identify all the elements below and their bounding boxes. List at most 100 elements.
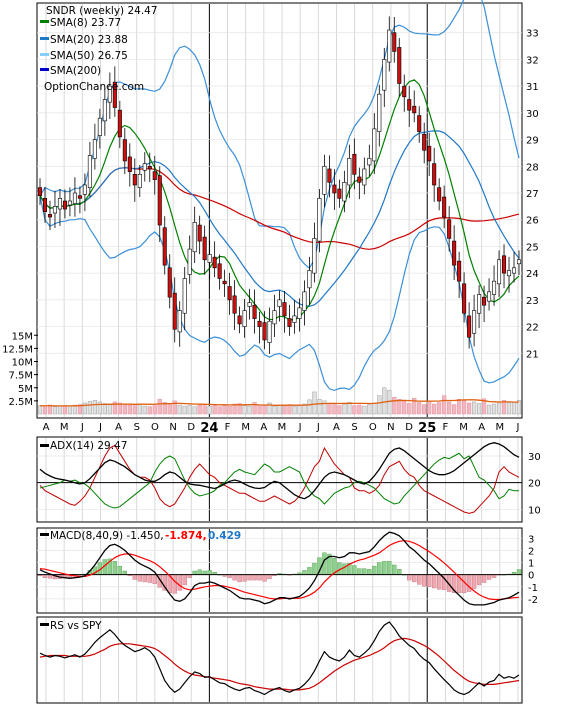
bollinger-lower-line: [39, 195, 520, 392]
volume-bar: [372, 402, 377, 415]
candle-body: [502, 255, 507, 274]
macd-histogram-bar: [232, 574, 237, 581]
macd-histogram-bar: [262, 574, 267, 582]
price-tick-label: 25: [526, 242, 539, 253]
candle-body: [267, 320, 272, 343]
time-axis-label: O: [151, 422, 159, 433]
macd-histogram-bar: [357, 568, 362, 575]
candle-body: [222, 280, 227, 285]
candle-body: [482, 296, 487, 306]
macd-histogram-bar: [412, 574, 417, 583]
volume-bar: [122, 404, 127, 415]
price-tick-label: 21: [526, 349, 539, 360]
volume-bar: [427, 401, 432, 415]
macd-histogram-bar: [486, 574, 492, 580]
volume-bar: [117, 402, 122, 415]
volume-bar: [447, 401, 452, 415]
sma20-line: [39, 130, 520, 307]
macd-histogram-bar: [432, 574, 437, 589]
candle-body: [37, 187, 43, 196]
macd-histogram-bar: [387, 561, 392, 575]
adx-vertical-grid: [45, 438, 519, 521]
macd-line: [39, 531, 520, 606]
volume-tick-label: 7.5M: [8, 371, 33, 382]
volume-bar: [37, 405, 43, 415]
legend-swatch-sma8: [40, 20, 49, 23]
macd-histogram-bar: [312, 562, 317, 575]
volume-bar: [322, 400, 327, 415]
volume-bar: [102, 403, 107, 415]
candle-body: [52, 206, 57, 214]
plus-di-line: [39, 444, 520, 514]
volume-bar: [457, 399, 462, 415]
volume-bar: [272, 405, 277, 415]
candle-body: [487, 291, 492, 302]
volume-bar: [417, 402, 422, 415]
candle-body: [217, 263, 222, 279]
volume-bar: [92, 400, 97, 415]
watermark: OptionChance.com: [44, 81, 144, 93]
macd-histogram-bar: [122, 570, 127, 575]
volume-bar: [397, 399, 402, 415]
bollinger-upper-line: [39, 0, 520, 270]
candle-body: [247, 302, 252, 307]
candle-body: [447, 219, 452, 239]
time-axis-label: A: [478, 422, 485, 433]
candle-body: [207, 254, 212, 263]
candle-body: [312, 238, 317, 274]
candle-body: [332, 184, 337, 194]
time-axis-label: D: [405, 422, 413, 433]
volume-bars: [37, 387, 522, 415]
candle-body: [352, 153, 357, 175]
volume-bar: [172, 400, 177, 415]
volume-bar: [182, 405, 187, 415]
macd-histogram-bar: [427, 574, 432, 587]
macd-signal-line: [39, 540, 520, 601]
volume-bar: [207, 405, 212, 415]
macd-histogram-bar: [417, 574, 422, 585]
volume-bar: [197, 404, 202, 415]
candle-body: [262, 322, 267, 341]
volume-bar: [112, 401, 117, 415]
volume-bar: [247, 405, 252, 415]
candle-body: [342, 182, 347, 202]
volume-bar: [496, 402, 502, 415]
adx-panel-frame: [36, 436, 523, 523]
rs-legend-swatch: [40, 623, 49, 626]
candle-body: [42, 198, 48, 212]
volume-bar: [307, 399, 312, 415]
candle-body: [422, 133, 427, 151]
candle-body: [142, 163, 147, 171]
candle-body: [67, 200, 72, 206]
price-legend: SNDR (weekly) 24.47 SMA(8) 23.77 SMA(20)…: [40, 5, 158, 93]
macd-histogram-bar: [182, 574, 187, 586]
volume-bar: [132, 405, 137, 415]
volume-tick-label: 2.5M: [8, 397, 33, 408]
price-tick-label: 23: [526, 296, 539, 307]
candle-body: [367, 157, 372, 166]
macd-tick-label: 0: [528, 571, 534, 582]
volume-bar: [262, 405, 267, 415]
price-vertical-grid: [45, 4, 519, 417]
volume-bar: [147, 406, 152, 415]
candle-body: [467, 315, 472, 338]
macd-histogram-bar: [142, 574, 147, 583]
volume-bar: [232, 403, 237, 415]
candle-body: [377, 93, 382, 132]
candle-body: [302, 291, 307, 311]
volume-bar: [332, 404, 337, 415]
candlesticks: [37, 16, 522, 354]
macd-tick-label: -1: [528, 583, 538, 594]
volume-bar: [212, 404, 217, 415]
macd-histogram-bar: [147, 574, 152, 583]
volume-bar: [152, 405, 157, 415]
candle-body: [177, 310, 182, 333]
candle-body: [477, 294, 482, 314]
volume-tick-label: 5M: [18, 384, 33, 395]
macd-histogram-bar: [197, 569, 202, 575]
macd-axis-labels: 32 10-1-2: [528, 534, 538, 606]
candle-body: [497, 259, 502, 285]
volume-bar: [257, 404, 262, 415]
macd-signal-value: -1.874,: [165, 530, 207, 542]
adx-legend: ADX(14) 29.47: [50, 440, 127, 452]
